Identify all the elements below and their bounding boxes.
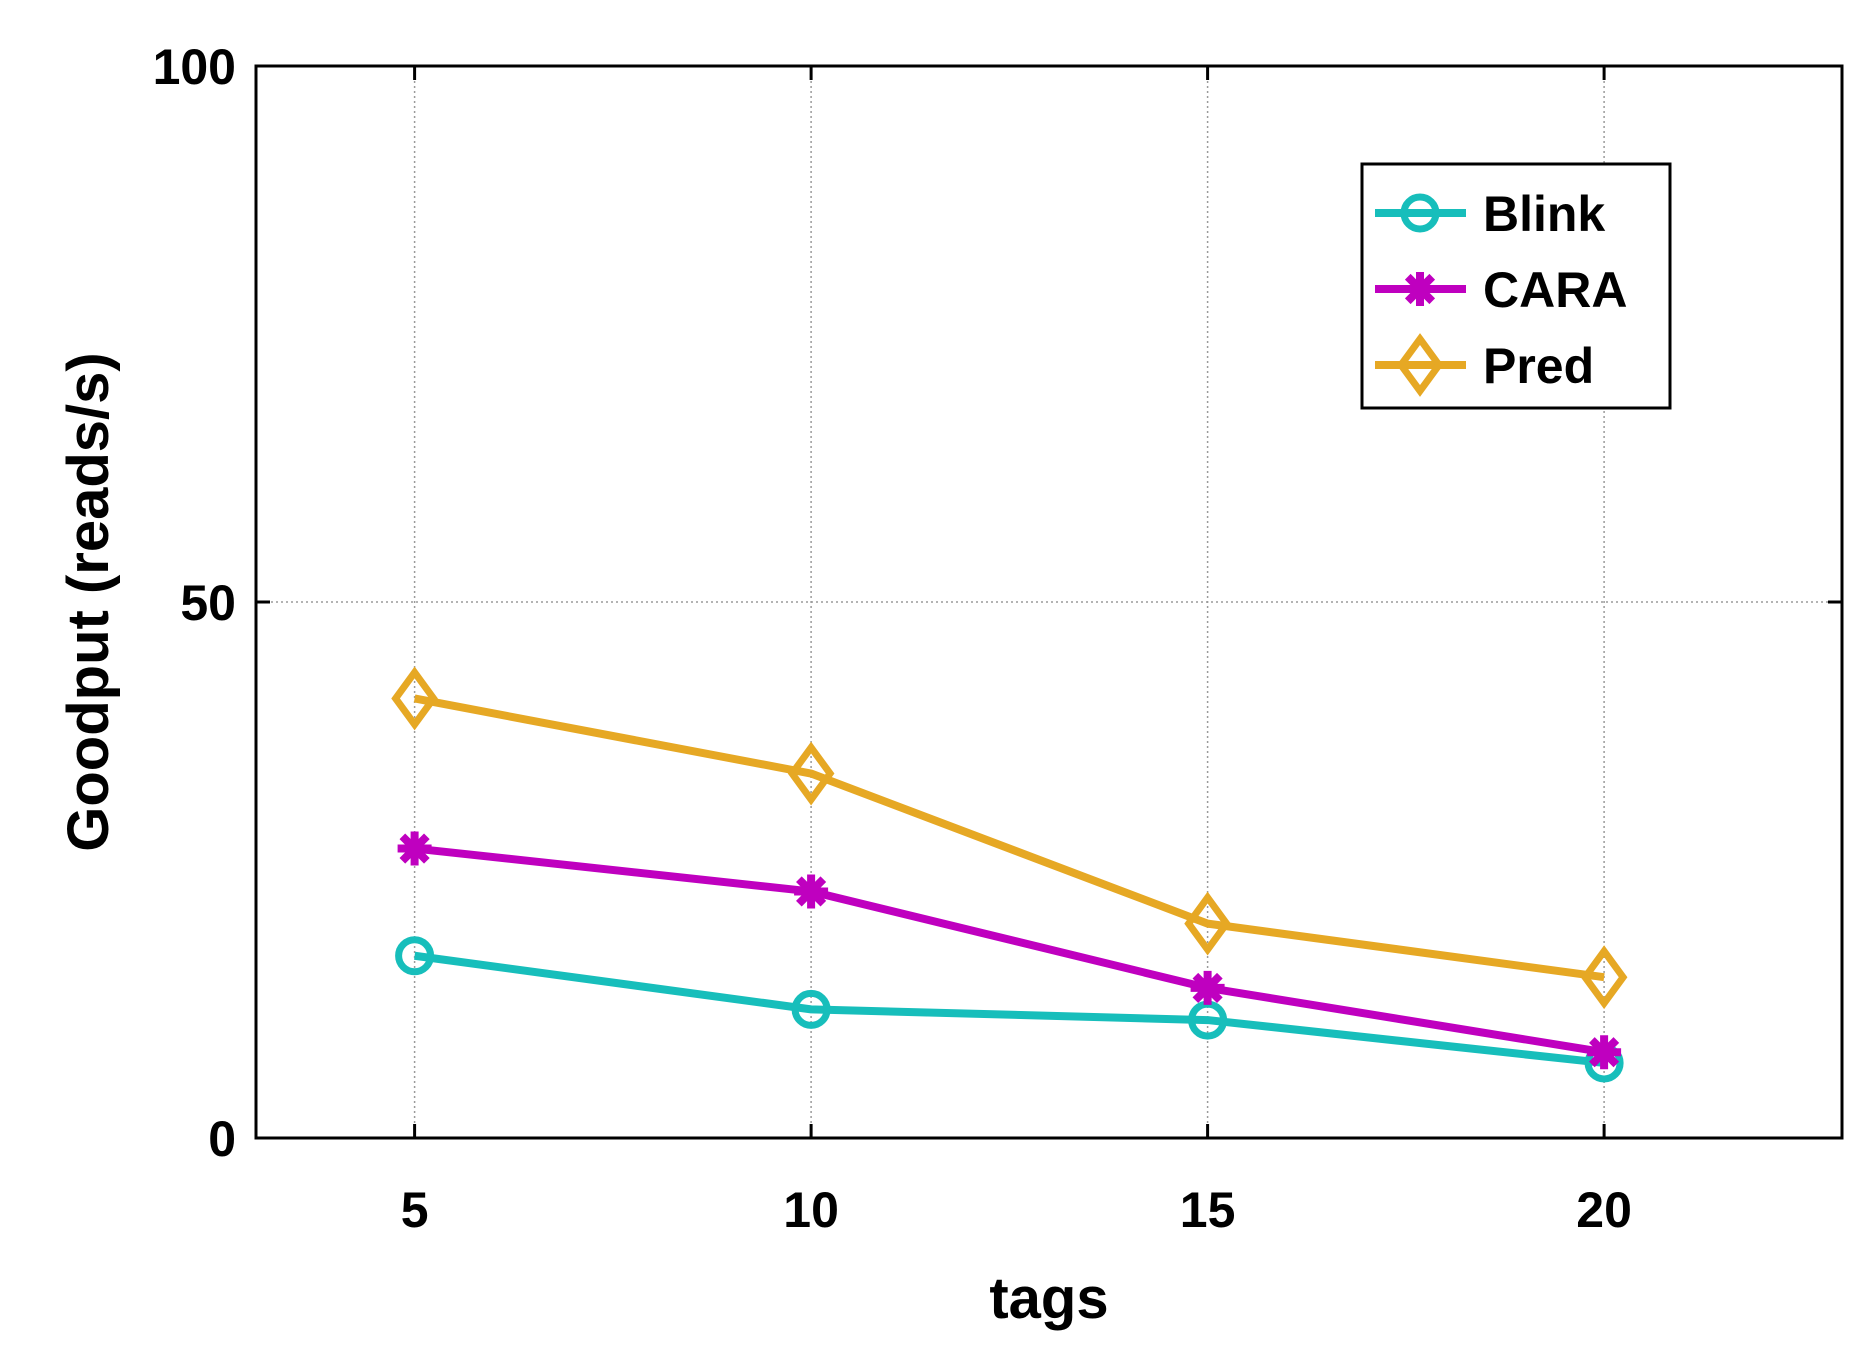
data-series bbox=[391, 666, 1628, 1083]
legend-item-pred: Pred bbox=[1375, 333, 1594, 397]
data-point-cara-strokes bbox=[1587, 1035, 1622, 1070]
legend-marker-cara-strokes bbox=[1403, 272, 1437, 306]
data-point-blink bbox=[395, 936, 435, 976]
data-point-pred bbox=[1580, 945, 1628, 1010]
data-point-cara bbox=[397, 831, 432, 866]
series-line-cara bbox=[414, 844, 1605, 1057]
y-tick-label: 0 bbox=[208, 1111, 236, 1167]
y-axis-title: Goodput (reads/s) bbox=[56, 352, 121, 851]
x-tick-label: 15 bbox=[1180, 1182, 1236, 1238]
data-point-cara bbox=[794, 874, 829, 909]
y-tick-label: 100 bbox=[153, 39, 236, 95]
x-tick-label: 20 bbox=[1576, 1182, 1632, 1238]
series-blink bbox=[395, 936, 1624, 1083]
series-line-pred bbox=[413, 694, 1605, 982]
data-point-cara bbox=[1587, 1035, 1622, 1070]
legend-label-pred: Pred bbox=[1483, 338, 1594, 394]
data-point-cara-strokes bbox=[794, 874, 829, 909]
series-pred bbox=[391, 666, 1628, 1010]
legend: Blink CARA Pred bbox=[1360, 162, 1672, 410]
data-point-pred bbox=[1184, 891, 1231, 956]
data-point-pred bbox=[787, 741, 835, 806]
legend-marker-cara bbox=[1403, 272, 1437, 306]
data-point-blink bbox=[791, 989, 831, 1029]
axis-ticks: 5 10 15 20 0 50 100 bbox=[153, 39, 1842, 1238]
legend-label-cara: CARA bbox=[1483, 262, 1627, 318]
legend-item-cara: CARA bbox=[1375, 262, 1627, 318]
legend-marker-blink bbox=[1400, 193, 1440, 233]
series-cara bbox=[397, 831, 1622, 1070]
legend-item-blink: Blink bbox=[1375, 186, 1605, 242]
data-point-cara bbox=[1190, 970, 1225, 1005]
series-line-blink bbox=[414, 951, 1605, 1067]
legend-label-blink: Blink bbox=[1483, 186, 1605, 242]
data-point-pred bbox=[391, 666, 438, 731]
data-point-cara-strokes bbox=[397, 831, 432, 866]
legend-marker-pred bbox=[1396, 333, 1444, 397]
x-tick-label: 10 bbox=[783, 1182, 839, 1238]
y-tick-label: 50 bbox=[180, 575, 236, 631]
x-tick-label: 5 bbox=[401, 1182, 429, 1238]
x-axis-title: tags bbox=[989, 1266, 1108, 1331]
data-point-cara-strokes bbox=[1190, 970, 1225, 1005]
